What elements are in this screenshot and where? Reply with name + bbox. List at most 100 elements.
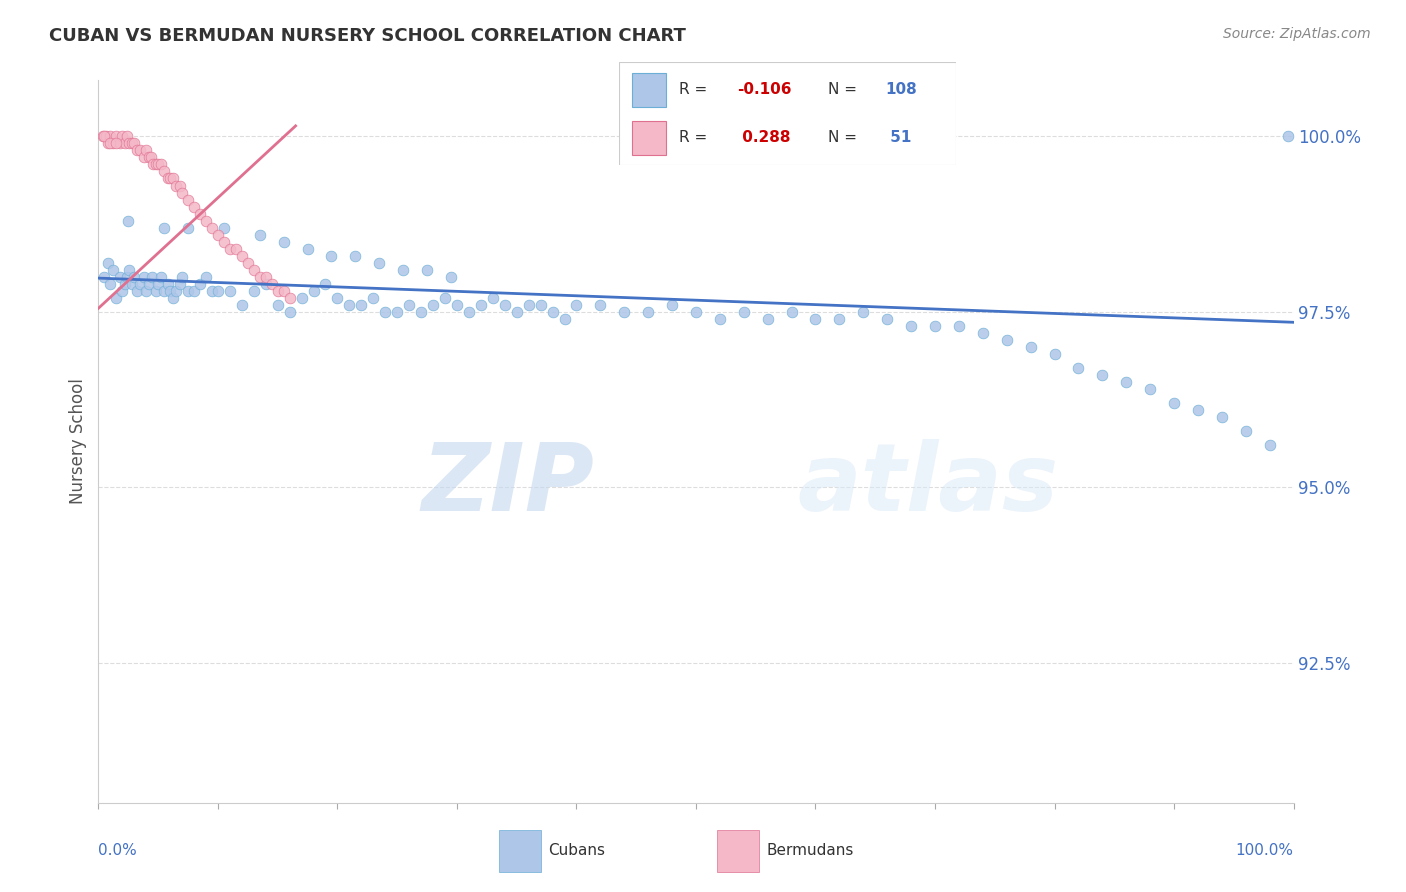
Text: 51: 51 bbox=[886, 130, 911, 145]
Point bbox=[344, 249, 367, 263]
Point bbox=[302, 284, 325, 298]
Point bbox=[1277, 129, 1299, 144]
Point bbox=[231, 298, 253, 312]
Text: 108: 108 bbox=[886, 82, 917, 97]
Point bbox=[108, 136, 131, 151]
Point bbox=[201, 284, 224, 298]
Point bbox=[172, 186, 194, 200]
Text: ZIP: ZIP bbox=[422, 439, 595, 531]
Point bbox=[207, 227, 229, 242]
Point bbox=[326, 291, 349, 305]
Point bbox=[481, 291, 505, 305]
Point bbox=[315, 277, 337, 291]
Point bbox=[1043, 347, 1066, 361]
Point bbox=[1187, 403, 1209, 417]
Point bbox=[114, 277, 136, 291]
Point bbox=[105, 291, 128, 305]
Point bbox=[385, 305, 409, 319]
Point bbox=[132, 269, 155, 284]
Point bbox=[948, 318, 970, 333]
Point bbox=[273, 235, 295, 249]
Point bbox=[162, 291, 184, 305]
Point bbox=[494, 298, 516, 312]
Point bbox=[1234, 424, 1257, 438]
Point bbox=[139, 151, 162, 165]
Point bbox=[93, 269, 115, 284]
Point bbox=[254, 277, 277, 291]
Point bbox=[138, 151, 160, 165]
Point bbox=[411, 305, 433, 319]
Text: R =: R = bbox=[679, 130, 707, 145]
Point bbox=[169, 277, 191, 291]
Point bbox=[177, 284, 200, 298]
Point bbox=[589, 298, 612, 312]
Point bbox=[517, 298, 540, 312]
Point bbox=[148, 157, 170, 171]
Point bbox=[97, 136, 120, 151]
Point bbox=[188, 277, 211, 291]
Point bbox=[111, 284, 134, 298]
Point bbox=[446, 298, 468, 312]
Point bbox=[1115, 375, 1137, 389]
Text: 0.288: 0.288 bbox=[737, 130, 790, 145]
Point bbox=[98, 136, 122, 151]
Point bbox=[339, 298, 361, 312]
Point bbox=[900, 318, 922, 333]
Point bbox=[995, 333, 1018, 347]
Point bbox=[162, 171, 184, 186]
Point bbox=[924, 318, 946, 333]
Point bbox=[243, 284, 266, 298]
Point bbox=[236, 255, 259, 269]
Point bbox=[142, 157, 165, 171]
Point bbox=[98, 277, 122, 291]
Point bbox=[780, 305, 803, 319]
Point bbox=[98, 129, 122, 144]
Point bbox=[124, 136, 146, 151]
Point bbox=[267, 298, 290, 312]
Point bbox=[852, 305, 875, 319]
FancyBboxPatch shape bbox=[619, 62, 956, 165]
Point bbox=[135, 284, 157, 298]
Point bbox=[756, 311, 779, 326]
Point bbox=[212, 220, 235, 235]
Point bbox=[156, 171, 179, 186]
Point bbox=[149, 269, 172, 284]
Point bbox=[440, 269, 463, 284]
Point bbox=[267, 284, 290, 298]
Point bbox=[637, 305, 659, 319]
Point bbox=[188, 206, 211, 220]
Point bbox=[541, 305, 564, 319]
Point bbox=[108, 269, 131, 284]
Point bbox=[145, 284, 167, 298]
Point bbox=[972, 326, 994, 340]
Point bbox=[422, 298, 444, 312]
Bar bbox=[633, 121, 666, 155]
Point bbox=[195, 213, 218, 227]
Point bbox=[101, 262, 124, 277]
Point bbox=[121, 277, 143, 291]
Point bbox=[1091, 368, 1114, 382]
Point bbox=[1163, 396, 1185, 410]
Text: 100.0%: 100.0% bbox=[1236, 843, 1294, 857]
Text: N =: N = bbox=[828, 130, 856, 145]
Point bbox=[201, 220, 224, 235]
Point bbox=[1067, 360, 1090, 375]
Point bbox=[709, 311, 731, 326]
Point bbox=[565, 298, 588, 312]
Point bbox=[249, 227, 271, 242]
Point bbox=[121, 136, 143, 151]
Text: Bermudans: Bermudans bbox=[766, 844, 853, 858]
Point bbox=[434, 291, 457, 305]
Point bbox=[118, 262, 141, 277]
Point bbox=[145, 157, 167, 171]
Point bbox=[398, 298, 420, 312]
Point bbox=[254, 269, 277, 284]
Bar bbox=[633, 73, 666, 106]
Point bbox=[97, 255, 120, 269]
Point bbox=[685, 305, 707, 319]
Point bbox=[115, 129, 138, 144]
Point bbox=[115, 269, 138, 284]
Text: R =: R = bbox=[679, 82, 707, 97]
Point bbox=[117, 213, 139, 227]
Point bbox=[530, 298, 553, 312]
